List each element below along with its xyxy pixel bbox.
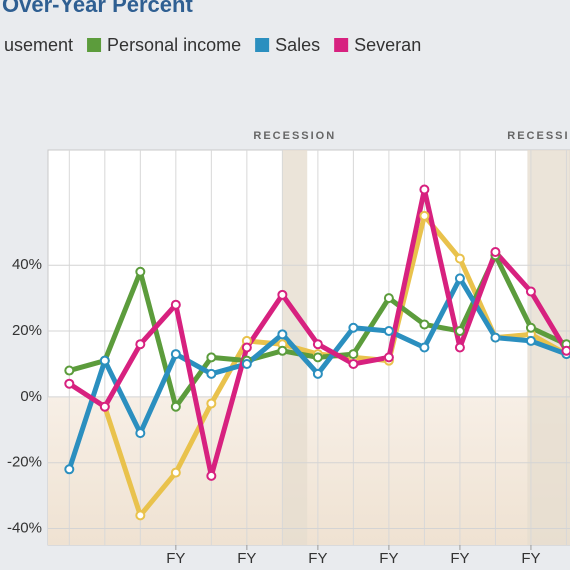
data-point xyxy=(241,342,252,353)
legend-swatch xyxy=(87,38,102,52)
data-point xyxy=(64,365,75,376)
y-tick-label: -40% xyxy=(7,520,42,537)
data-point xyxy=(419,319,430,330)
data-point xyxy=(312,368,323,379)
data-point xyxy=(135,510,146,521)
data-point xyxy=(454,342,465,353)
legend-label: Sales xyxy=(275,35,320,55)
data-point xyxy=(383,326,394,337)
legend-label: usement xyxy=(4,35,73,55)
recession-label: RECESSION xyxy=(253,130,336,142)
data-point xyxy=(277,289,288,300)
legend: usement Personal income Sales Severan xyxy=(4,35,421,55)
data-point xyxy=(135,266,146,277)
data-point xyxy=(312,339,323,350)
data-point xyxy=(277,329,288,340)
y-tick-label: -20% xyxy=(7,454,42,471)
data-point xyxy=(170,401,181,412)
data-point xyxy=(206,352,217,363)
x-tick-label: FY2006 xyxy=(443,550,476,570)
plot-area: RECESSION RECESSION -40% -20% 0% 20% 40% FY FY20… xyxy=(7,130,570,570)
data-point xyxy=(454,326,465,337)
data-point xyxy=(490,247,501,258)
data-point xyxy=(135,339,146,350)
chart-title: Over-Year Percent xyxy=(2,0,193,17)
recession-label: RECESSION xyxy=(507,130,570,142)
data-point xyxy=(561,345,570,356)
data-point xyxy=(348,349,359,360)
x-tick-label: FY2000 xyxy=(230,550,263,570)
data-point xyxy=(525,322,536,333)
data-point xyxy=(312,352,323,363)
legend-label: Personal income xyxy=(107,35,241,55)
data-point xyxy=(277,345,288,356)
data-point xyxy=(170,349,181,360)
data-point xyxy=(383,293,394,304)
data-point xyxy=(454,253,465,264)
legend-swatch xyxy=(255,38,270,52)
data-point xyxy=(206,368,217,379)
data-point xyxy=(64,378,75,389)
data-point xyxy=(490,332,501,343)
data-point xyxy=(419,184,430,195)
data-point xyxy=(135,428,146,439)
x-tick-label: FY2004 xyxy=(372,550,405,570)
data-point xyxy=(206,470,217,481)
data-point xyxy=(419,342,430,353)
data-point xyxy=(99,355,110,366)
data-point xyxy=(454,273,465,284)
legend-label: Severan xyxy=(354,35,421,55)
data-point xyxy=(419,210,430,221)
data-point xyxy=(170,467,181,478)
y-tick-label: 40% xyxy=(12,256,42,273)
data-point xyxy=(348,322,359,333)
data-point xyxy=(525,335,536,346)
data-point xyxy=(170,299,181,310)
x-tick-label: FY xyxy=(166,550,185,567)
y-tick-label: 20% xyxy=(12,322,42,339)
legend-swatch xyxy=(334,38,349,52)
x-tick-label: FY2008 xyxy=(514,550,547,570)
data-point xyxy=(525,286,536,297)
data-point xyxy=(64,464,75,475)
data-point xyxy=(383,352,394,363)
data-point xyxy=(348,358,359,369)
x-tick-label: FY2002 xyxy=(301,550,334,570)
y-tick-label: 0% xyxy=(20,388,42,405)
data-point xyxy=(241,358,252,369)
data-point xyxy=(206,398,217,409)
data-point xyxy=(99,401,110,412)
